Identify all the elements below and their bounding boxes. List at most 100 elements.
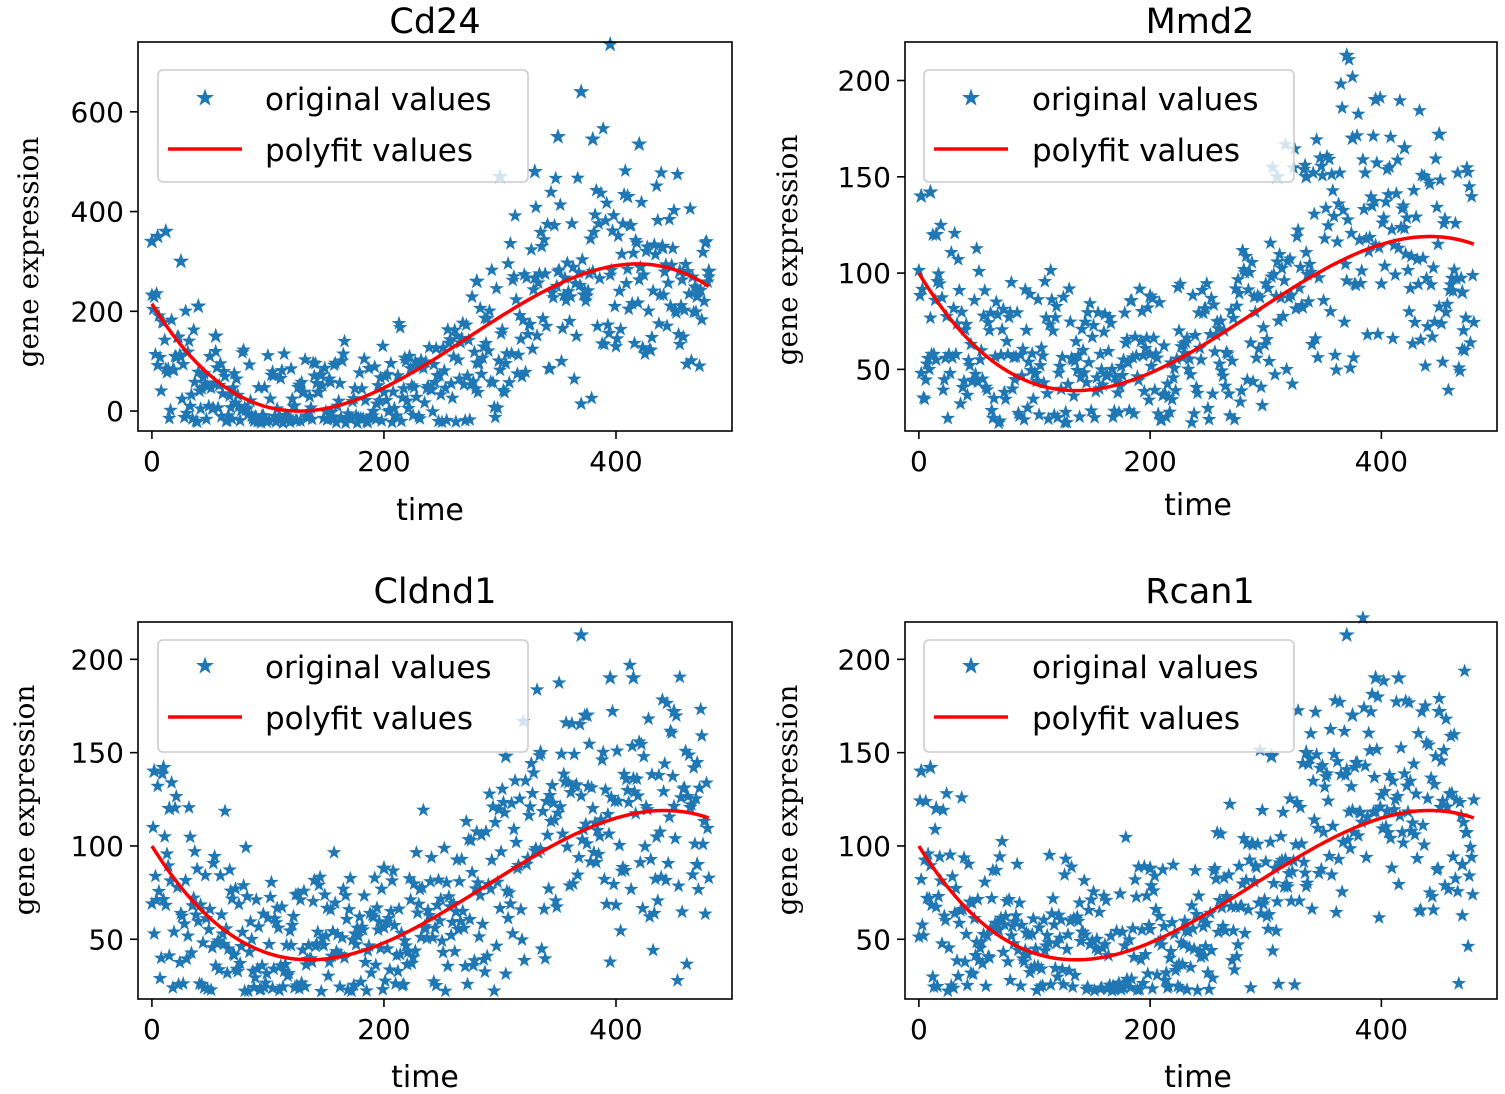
x-axis-label: time [1164,488,1232,523]
data-point [1320,793,1336,808]
y-axis-label: gene expression [8,685,41,916]
subplot-title: Cd24 [389,2,480,42]
data-point [1317,231,1333,245]
data-point-outlier [602,669,619,685]
data-point [1004,274,1019,289]
data-point [1168,382,1183,397]
data-point [1401,304,1417,318]
y-tick-label: 200 [71,295,124,328]
data-point [1350,106,1366,121]
data-point [660,275,676,290]
data-point [1084,329,1100,344]
y-tick-label: 0 [106,395,124,428]
data-point [522,799,538,814]
data-point [927,821,943,836]
data-point [643,851,659,866]
x-tick-label: 200 [357,1013,410,1046]
data-point [613,321,628,336]
data-point [150,778,166,793]
polyfit-line-group [150,262,710,413]
data-point [543,184,559,199]
axis-ticks: 0 200 400 50 100 150 200 [838,643,1409,1046]
data-point [1374,276,1389,291]
data-point [960,977,975,992]
data-point [942,847,958,862]
data-point [540,827,555,842]
data-point [486,983,502,998]
data-point [534,941,550,956]
data-point-outlier [689,856,706,872]
data-point [1408,786,1424,801]
axis-ticks: 0 200 400 0 200 400 600 [71,96,643,478]
data-point [1334,884,1350,899]
data-point [440,958,456,973]
data-point [913,871,929,886]
data-point [992,849,1008,864]
data-point [1450,883,1466,898]
data-point [566,746,582,761]
data-point [650,893,666,908]
data-point [641,711,656,726]
data-point [1456,322,1471,337]
data-point [665,768,681,783]
subplot-title: Cldnd1 [373,572,496,612]
data-point [694,728,710,743]
data-point [672,669,688,684]
data-point [1354,263,1370,278]
data-point [569,328,584,343]
data-point [1263,235,1278,250]
x-tick-label: 400 [1355,445,1408,478]
legend-label-original: original values [1032,82,1259,118]
polyfit-line-group [917,234,1475,393]
data-point [1271,976,1286,991]
legend-label-polyfit: polyfit values [1032,133,1240,169]
data-point [1207,344,1223,359]
data-point [954,790,970,804]
data-point [644,329,660,344]
data-point [377,973,393,988]
data-point [564,216,580,230]
data-point [146,926,162,941]
data-point [1428,151,1444,166]
subplot-title: Rcan1 [1145,572,1254,612]
data-point [153,383,169,398]
data-point [581,736,597,751]
data-point [1345,69,1360,84]
data-point [186,322,202,337]
data-point [1279,361,1294,376]
data-point [612,837,627,852]
data-point [332,979,348,994]
x-axis-label: time [1164,1060,1232,1094]
legend-label-original: original values [265,82,492,118]
x-axis-label: time [396,493,464,528]
y-tick-label: 100 [71,830,124,863]
data-point [667,830,683,845]
data-point [262,391,278,406]
data-point [1231,858,1247,873]
data-point [656,783,671,798]
data-point [1191,888,1207,903]
data-point [1276,273,1292,287]
data-point [634,194,649,209]
data-point [264,874,279,889]
data-point [1355,152,1371,166]
data-point [1316,292,1331,307]
axes-frame [137,621,733,1000]
data-point [1035,348,1050,363]
data-point [671,878,686,893]
data-point [1457,663,1472,678]
data-point [609,743,625,758]
data-point [945,869,960,883]
data-point [999,333,1015,348]
data-point [1165,857,1181,872]
data-point [1333,76,1349,91]
data-point [1461,179,1477,193]
data-point [494,781,510,796]
data-point [1461,868,1477,883]
data-point [994,322,1010,336]
data-point-outlier [1431,125,1448,142]
data-point [1037,273,1053,288]
data-point [1275,804,1291,819]
data-point [1387,267,1403,282]
data-point [1337,314,1352,329]
